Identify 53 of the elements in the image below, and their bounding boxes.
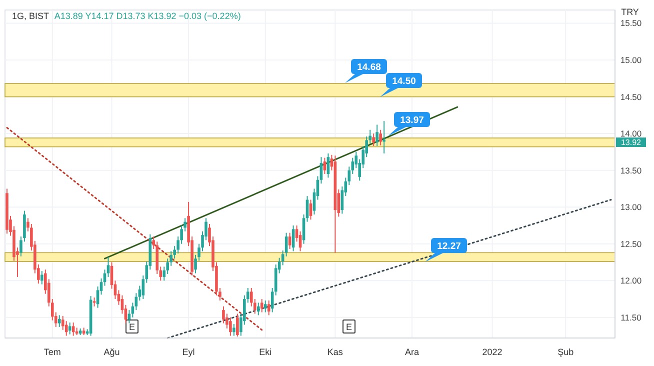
candlestick <box>58 314 61 328</box>
x-tick-label: Kas <box>327 347 344 357</box>
candlestick <box>326 152 330 178</box>
candlestick <box>382 120 386 154</box>
price-tag: 13.92 <box>616 138 646 147</box>
candlestick <box>232 324 236 336</box>
chart-title: 1G, BIST <box>12 11 50 21</box>
candlestick <box>292 224 295 252</box>
candlestick <box>229 316 232 336</box>
callout-label: 14.50 <box>380 73 422 97</box>
y-tick-label: 15.50 <box>620 18 642 28</box>
candlestick <box>376 124 378 147</box>
x-tick-label: Ara <box>404 347 419 357</box>
y-tick-label: 15.00 <box>620 55 642 66</box>
callout-label: 12.27 <box>425 238 467 262</box>
candlestick <box>96 286 100 308</box>
annotation: 13.97 <box>400 115 424 126</box>
event-marker: E <box>342 320 356 334</box>
y-tick-label: 13.00 <box>620 202 642 212</box>
x-tick-label: 2022 <box>482 347 502 357</box>
chart-subtitle: A13.89 Y14.17 D13.73 K13.92 −0.03 (−0.22%) <box>54 11 241 21</box>
annotation: 14.50 <box>392 76 416 87</box>
callout-label: 14.68 <box>345 59 387 83</box>
y-tick-label: 13.50 <box>620 165 642 176</box>
annotation: 14.68 <box>357 62 381 73</box>
candlestick <box>260 298 264 313</box>
text: TRY <box>621 7 639 17</box>
x-tick-label: Tem <box>44 347 61 357</box>
candlestick <box>72 322 75 336</box>
candlestick <box>288 232 292 250</box>
candlestick <box>264 300 267 313</box>
y-tick-label: 14.00 <box>620 128 642 139</box>
annotation: 12.27 <box>437 241 461 252</box>
candlestick <box>372 133 375 147</box>
callout-label: 13.97 <box>388 112 430 136</box>
x-tick-label: Eyl <box>182 347 195 357</box>
annotation: E <box>346 322 352 332</box>
candlestick <box>236 313 239 338</box>
candlestick <box>323 157 326 174</box>
x-tick-label: Eki <box>259 347 272 357</box>
y-tick-label: 14.50 <box>620 92 642 102</box>
x-tick-label: Ağu <box>104 347 120 357</box>
x-tick-label: Şub <box>558 347 574 357</box>
candlestick <box>379 129 382 146</box>
candlestick <box>40 270 44 285</box>
candlestick <box>256 302 260 316</box>
candlestick <box>68 322 72 335</box>
y-tick-label: 12.50 <box>620 238 642 249</box>
event-marker: E <box>126 320 138 334</box>
y-tick-label: 11.50 <box>620 312 642 322</box>
y-tick-label: 12.00 <box>620 276 642 286</box>
annotation: E <box>128 322 136 332</box>
candlestick <box>267 300 270 316</box>
